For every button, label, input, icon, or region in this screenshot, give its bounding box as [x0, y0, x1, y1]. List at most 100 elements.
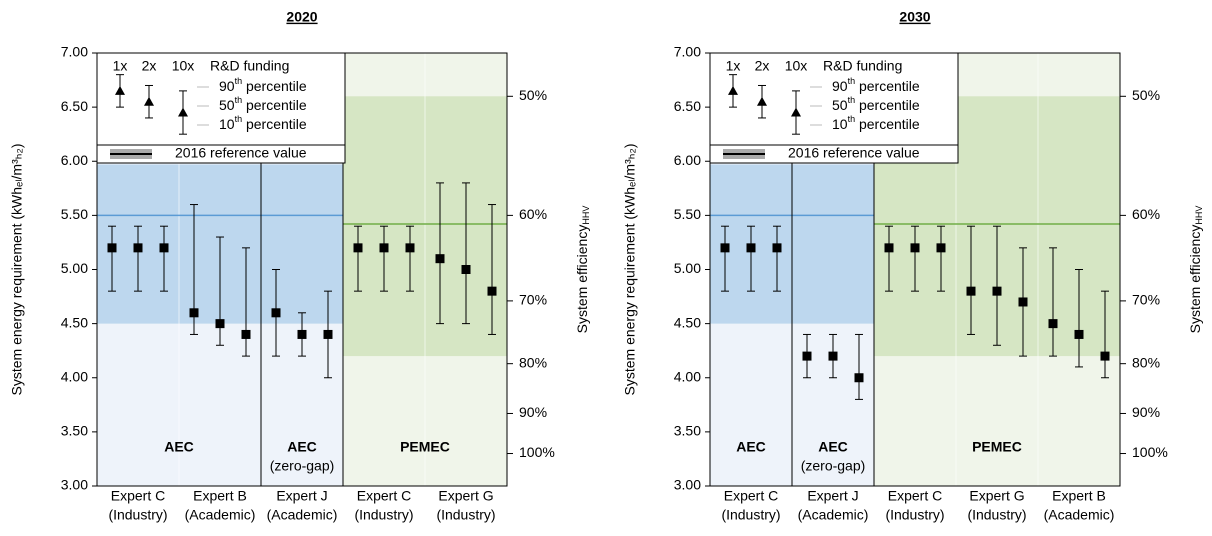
marker: [379, 243, 389, 253]
x-tick-label: (Academic): [267, 507, 338, 523]
error-bar: [855, 333, 863, 400]
legend-percentile: 10th percentile: [219, 114, 307, 131]
marker: [215, 319, 225, 329]
marker: [992, 286, 1002, 296]
legend-marker: [791, 107, 801, 117]
x-tick-label: Expert C: [111, 488, 165, 504]
error-bar: [462, 182, 470, 325]
marker: [828, 351, 838, 361]
y-tick-label: 6.50: [61, 98, 88, 114]
y2-tick-label: 80%: [519, 354, 547, 370]
legend-title: R&D funding: [823, 58, 902, 74]
marker: [1048, 319, 1058, 329]
y-tick-label: 3.50: [674, 423, 701, 439]
error-bar: [1049, 247, 1057, 357]
legend-label: 10x: [172, 58, 195, 74]
error-bar: [993, 225, 1001, 346]
legend-reference-label: 2016 reference value: [175, 145, 307, 161]
y2-axis-label-main: System efficiency: [574, 225, 590, 334]
group-band: [261, 164, 343, 324]
x-tick-label: Expert C: [888, 488, 942, 504]
marker: [241, 329, 251, 339]
legend-percentile-text: percentile: [242, 78, 307, 94]
marker: [772, 243, 782, 253]
error-bar: [406, 225, 414, 292]
legend-percentile-number: 50: [219, 97, 235, 113]
x-tick-label: Expert C: [357, 488, 411, 504]
legend-label: 1x: [113, 58, 128, 74]
error-bar: [108, 225, 116, 292]
marker: [487, 286, 497, 296]
y2-axis-label-sub: HHV: [1194, 206, 1204, 225]
group-label: PEMEC: [972, 439, 1022, 455]
x-tick-label: Expert C: [724, 488, 778, 504]
legend-percentile-suffix: th: [848, 114, 856, 124]
y2-axis-label-sub: HHV: [581, 206, 591, 225]
marker: [107, 243, 117, 253]
x-tick-label: (Industry): [108, 507, 167, 523]
error-bar: [134, 225, 142, 292]
y-tick-label: 3.00: [674, 477, 701, 493]
error-bar: [160, 225, 168, 292]
legend-label: 10x: [785, 58, 808, 74]
y-tick-label: 7.00: [674, 44, 701, 60]
marker: [159, 243, 169, 253]
legend-percentile-number: 50: [832, 97, 848, 113]
legend-percentile-number: 10: [832, 116, 848, 132]
legend-percentile: 90th percentile: [832, 76, 920, 93]
legend-percentile-number: 90: [219, 78, 235, 94]
error-bar: [1075, 269, 1083, 368]
legend-percentile-text: percentile: [855, 116, 920, 132]
error-bar: [885, 225, 893, 292]
y-tick-label: 5.50: [61, 206, 88, 222]
y-tick-label: 4.50: [61, 314, 88, 330]
marker: [802, 351, 812, 361]
legend-percentile-suffix: th: [848, 76, 856, 86]
legend-percentile: 10th percentile: [832, 114, 920, 131]
x-tick-label: Expert G: [438, 488, 493, 504]
marker: [133, 243, 143, 253]
group-label: (zero-gap): [801, 458, 866, 474]
legend-percentile: 50th percentile: [832, 95, 920, 112]
x-tick-label: (Industry): [967, 507, 1026, 523]
error-bar: [721, 225, 729, 292]
x-tick-label: (Industry): [721, 507, 780, 523]
legend-title: R&D funding: [210, 58, 289, 74]
x-tick-label: Expert B: [1052, 488, 1106, 504]
y2-tick-label: 50%: [519, 87, 547, 103]
marker: [189, 308, 199, 318]
marker: [353, 243, 363, 253]
error-bar: [436, 182, 444, 325]
error-bar: [1101, 290, 1109, 379]
x-tick-label: (Industry): [354, 507, 413, 523]
marker: [746, 243, 756, 253]
error-bar: [773, 225, 781, 292]
marker: [297, 329, 307, 339]
y-tick-label: 4.00: [674, 368, 701, 384]
y-tick-label: 4.50: [674, 314, 701, 330]
error-bar: [380, 225, 388, 292]
legend-percentile-text: percentile: [242, 116, 307, 132]
marker: [854, 373, 864, 383]
x-tick-label: (Industry): [885, 507, 944, 523]
x-tick-label: Expert J: [276, 488, 327, 504]
y-tick-label: 7.00: [61, 44, 88, 60]
legend-percentile-text: percentile: [242, 97, 307, 113]
group-label: AEC: [736, 439, 766, 455]
legend-label: 1x: [726, 58, 741, 74]
y2-tick-label: 50%: [1132, 87, 1160, 103]
legend-percentile-suffix: th: [235, 114, 243, 124]
legend-percentile-suffix: th: [235, 95, 243, 105]
y2-tick-label: 90%: [519, 404, 547, 420]
y2-tick-label: 100%: [1132, 444, 1168, 460]
y-tick-label: 4.00: [61, 368, 88, 384]
x-tick-label: (Industry): [436, 507, 495, 523]
legend-marker: [115, 85, 125, 95]
y-tick-label: 6.00: [674, 152, 701, 168]
y2-axis-label: System efficiencyHHV: [1187, 206, 1205, 334]
y-tick-label: 6.00: [61, 152, 88, 168]
marker: [271, 308, 281, 318]
y2-tick-label: 80%: [1132, 354, 1160, 370]
marker: [1018, 297, 1028, 307]
